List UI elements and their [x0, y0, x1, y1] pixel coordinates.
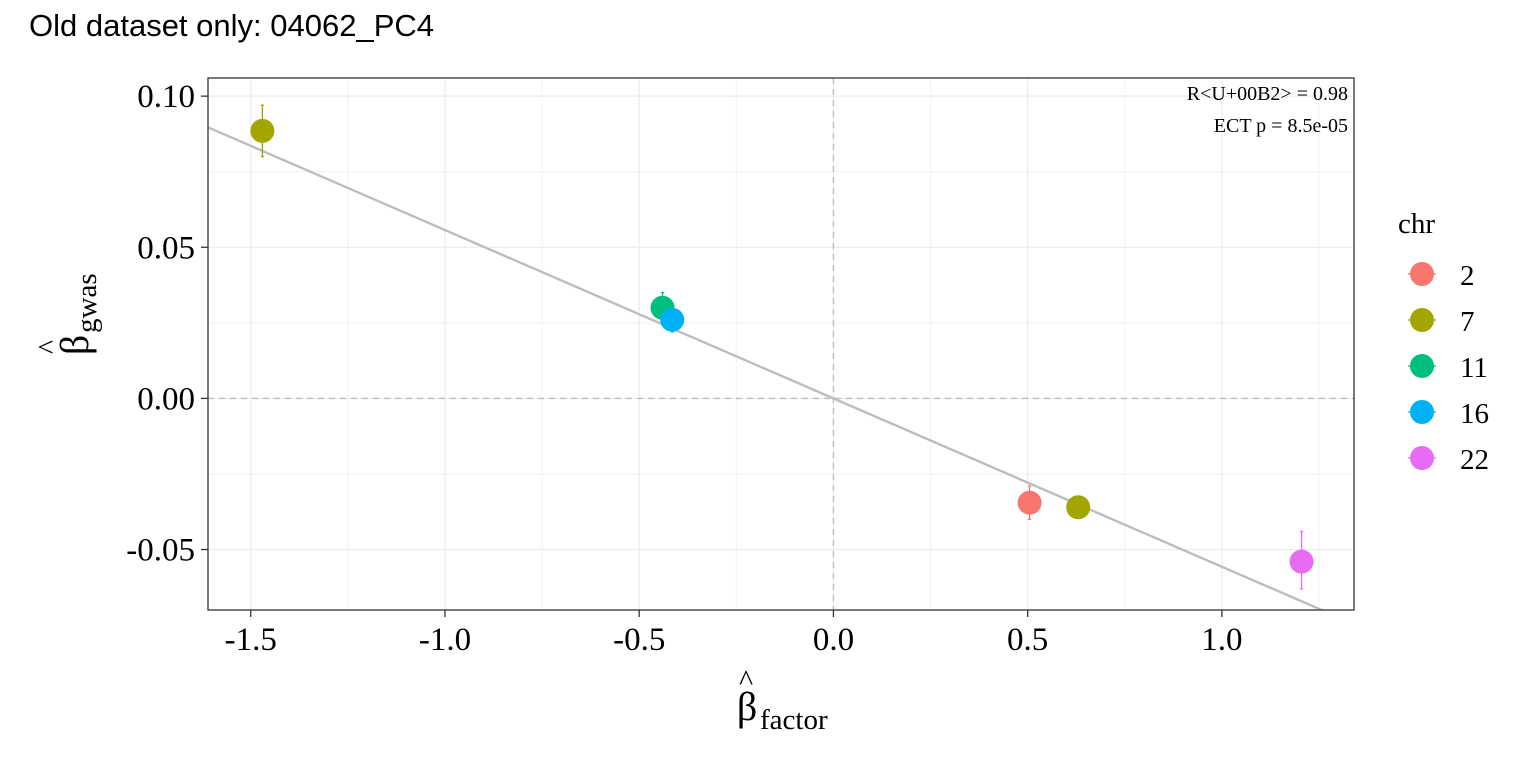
y-axis-label-symbol: β [52, 335, 97, 355]
legend-label: 16 [1460, 398, 1489, 430]
reference-lines [208, 78, 1354, 610]
x-axis-label-symbol: β [737, 684, 757, 729]
y-tick-label: 0.05 [137, 230, 195, 266]
data-point-chr-2 [1017, 490, 1042, 515]
legend: chr 2 7 11 16 22 [1398, 208, 1489, 476]
grid-layer [208, 78, 1354, 610]
y-axis-label-subscript: gwas [71, 273, 103, 333]
legend-label: 7 [1460, 306, 1475, 338]
panel-border [207, 77, 1355, 611]
data-point-chr-7 [250, 118, 275, 143]
stat-annotation: ECT p = 8.5e-05 [1214, 115, 1348, 137]
points-layer [250, 118, 1314, 574]
data-point-chr-16 [660, 307, 685, 332]
data-point-chr-7 [1066, 495, 1091, 520]
x-tick-label: 1.0 [1201, 622, 1242, 658]
stat-annotation: R<U+00B2> = 0.98 [1187, 83, 1348, 105]
x-tick-label: 0.0 [813, 622, 854, 658]
annotation-layer: R<U+00B2> = 0.98 ECT p = 8.5e-05 [1187, 83, 1348, 137]
x-tick-label: 0.5 [1007, 622, 1048, 658]
x-tick-label: -1.0 [419, 622, 471, 658]
fit-line [208, 126, 1325, 610]
legend-key-swatch [1410, 354, 1434, 378]
legend-label: 2 [1460, 260, 1475, 292]
y-axis-label-hat: ^ [32, 340, 65, 354]
legend-title: chr [1398, 208, 1435, 240]
x-axis-label-subscript: factor [760, 704, 828, 736]
fit-line-layer [208, 126, 1325, 610]
axis-layer: -1.5 -1.0 -0.5 0.0 0.5 1.0 -0.05 0.00 0.05 0.10 [126, 77, 1355, 658]
y-tick-label: 0.00 [137, 381, 195, 417]
legend-key-swatch [1410, 446, 1434, 470]
legend-key-swatch [1410, 400, 1434, 424]
legend-key-swatch [1410, 308, 1434, 332]
x-tick-label: -0.5 [613, 622, 665, 658]
x-axis-label-hat: ^ [739, 664, 753, 697]
plot-panel [208, 78, 1354, 610]
x-tick-label: -1.5 [225, 622, 277, 658]
legend-label: 22 [1460, 444, 1489, 476]
chart-title: Old dataset only: 04062_PC4 [29, 8, 434, 43]
legend-label: 11 [1460, 352, 1488, 384]
legend-key-swatch [1410, 262, 1434, 286]
y-tick-label: 0.10 [137, 79, 195, 115]
y-tick-label: -0.05 [126, 533, 195, 569]
data-point-chr-22 [1289, 549, 1314, 574]
